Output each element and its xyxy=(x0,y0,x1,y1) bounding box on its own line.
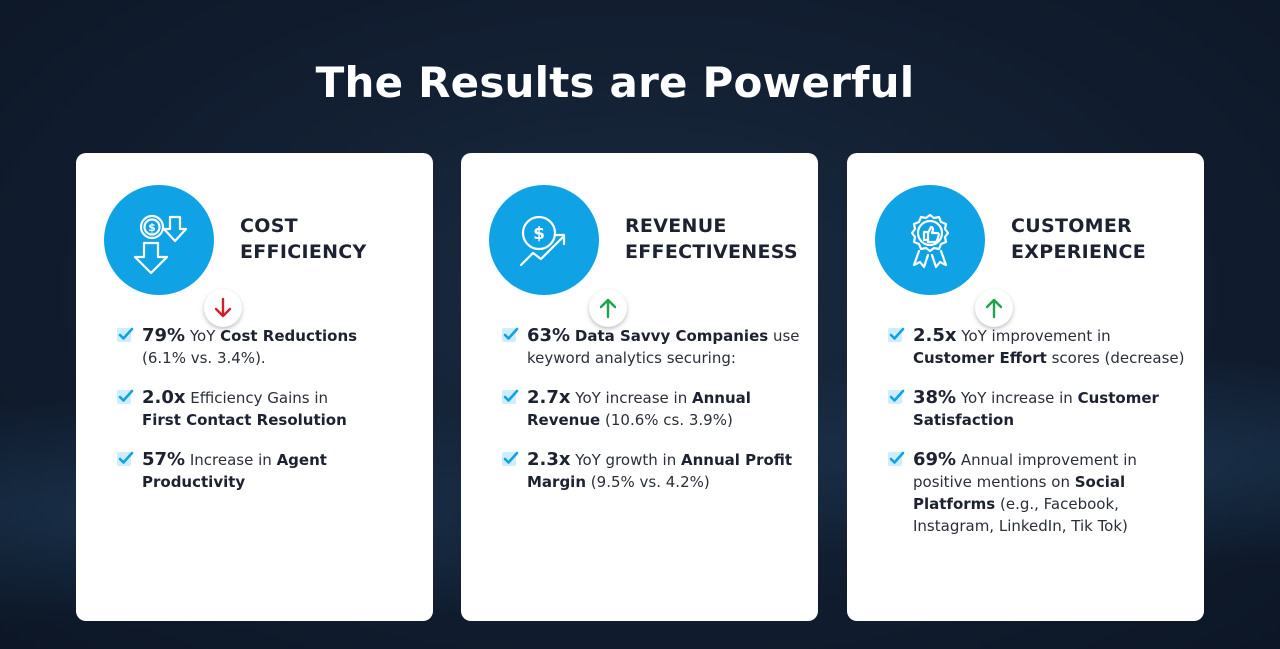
check-icon xyxy=(502,389,519,404)
list-item: 2.3x YoY growth in Annual Profit Margin … xyxy=(501,449,801,493)
dollar-coin-down-arrows-icon: $ xyxy=(133,214,188,275)
card-title: COST EFFICIENCY xyxy=(240,213,420,265)
card-title-line2: EXPERIENCE xyxy=(1011,241,1147,263)
trend-badge xyxy=(204,289,242,327)
item-emphasis: Customer Effort xyxy=(913,349,1047,367)
item-text-detail: (9.5% vs. 4.2%) xyxy=(590,473,710,491)
stat-value: 69% xyxy=(913,449,957,470)
card-title: CUSTOMER EXPERIENCE xyxy=(1011,213,1191,265)
card-title-line2: EFFICIENCY xyxy=(240,241,367,263)
item-text: YoY increase in xyxy=(575,389,688,407)
card-title-line1: REVENUE xyxy=(625,215,727,237)
item-text-detail: (10.6% cs. 3.9%) xyxy=(605,411,733,429)
card-revenue-effectiveness: $ REVENUE EFFECTIVENESS 63% Data Savvy C… xyxy=(461,153,818,621)
list-item: 2.7x YoY increase in Annual Revenue (10.… xyxy=(501,387,801,431)
item-text: use keyword analytics securing: xyxy=(527,327,800,367)
up-arrow-icon xyxy=(599,298,617,319)
list-item: 79% YoY Cost Reductions (6.1% vs. 3.4%). xyxy=(116,325,416,369)
list-item: 2.5x YoY improvement in Customer Effort s… xyxy=(887,325,1187,369)
item-emphasis: Cost Reductions xyxy=(220,327,358,345)
thumbs-up-badge-icon xyxy=(910,213,950,269)
card-title: REVENUE EFFECTIVENESS xyxy=(625,213,805,265)
stat-value: 38% xyxy=(913,387,957,408)
stat-value: 2.5x xyxy=(913,325,957,346)
svg-text:$: $ xyxy=(533,224,545,244)
bullet-list: 79% YoY Cost Reductions (6.1% vs. 3.4%). … xyxy=(116,325,416,511)
up-arrow-icon xyxy=(985,298,1003,319)
dollar-growth-chart-icon: $ xyxy=(519,215,566,267)
customer-icon-circle xyxy=(875,185,1013,327)
item-emphasis: Customer Satisfaction xyxy=(913,389,1159,429)
bullet-list: 63% Data Savvy Companies use keyword ana… xyxy=(501,325,801,511)
item-emphasis: Annual Profit Margin xyxy=(527,451,793,491)
stat-value: 2.3x xyxy=(527,449,571,470)
item-text: Increase in xyxy=(189,451,272,469)
list-item: 38% YoY increase in Customer Satisfactio… xyxy=(887,387,1187,431)
list-item: 57% Increase in Agent Productivity xyxy=(116,449,416,493)
list-item: 2.0x Efficiency Gains in First Contact Re… xyxy=(116,387,416,431)
stat-value: 79% xyxy=(142,325,186,346)
revenue-icon-circle: $ xyxy=(489,185,627,327)
item-emphasis: Annual Revenue xyxy=(527,389,751,429)
bullet-list: 2.5x YoY improvement in Customer Effort s… xyxy=(887,325,1187,555)
item-emphasis: Social Platforms xyxy=(913,473,1126,513)
item-text: YoY increase in xyxy=(960,389,1073,407)
cost-efficiency-icon-circle: $ xyxy=(104,185,242,327)
stat-value: 2.7x xyxy=(527,387,571,408)
check-icon xyxy=(117,327,134,342)
stat-value: 57% xyxy=(142,449,186,470)
item-text-detail: scores (decrease) xyxy=(1051,349,1185,367)
stat-value: 2.0x xyxy=(142,387,186,408)
check-icon xyxy=(502,327,519,342)
card-title-line1: COST xyxy=(240,215,298,237)
list-item: 69% Annual improvement in positive menti… xyxy=(887,449,1187,537)
check-icon xyxy=(888,327,905,342)
card-title-line2: EFFECTIVENESS xyxy=(625,241,798,263)
item-text: YoY xyxy=(189,327,216,345)
list-item: 63% Data Savvy Companies use keyword ana… xyxy=(501,325,801,369)
svg-text:$: $ xyxy=(148,221,156,234)
check-icon xyxy=(117,451,134,466)
trend-badge xyxy=(975,289,1013,327)
item-text: Annual improvement in positive mentions … xyxy=(913,451,1137,491)
item-text: YoY improvement in xyxy=(961,327,1111,345)
check-icon xyxy=(888,451,905,466)
trend-badge xyxy=(589,289,627,327)
item-text: YoY growth in xyxy=(575,451,677,469)
card-cost-efficiency: $ COST EFFICIENCY 79% YoY Cost Reduction… xyxy=(76,153,433,621)
card-customer-experience: CUSTOMER EXPERIENCE 2.5x YoY improvement… xyxy=(847,153,1204,621)
check-icon xyxy=(117,389,134,404)
check-icon xyxy=(502,451,519,466)
item-text-detail: (6.1% vs. 3.4%). xyxy=(142,349,266,367)
item-emphasis: Data Savvy Companies xyxy=(574,327,769,345)
page-title: The Results are Powerful xyxy=(315,58,915,107)
item-emphasis: First Contact Resolution xyxy=(142,411,347,429)
item-text-detail: (e.g., Facebook, Instagram, LinkedIn, Ti… xyxy=(913,495,1128,535)
check-icon xyxy=(888,389,905,404)
card-title-line1: CUSTOMER xyxy=(1011,215,1133,237)
down-arrow-icon xyxy=(214,297,232,318)
stat-value: 63% xyxy=(527,325,571,346)
item-emphasis: Agent Productivity xyxy=(142,451,327,491)
item-text: Efficiency Gains in xyxy=(190,389,329,407)
